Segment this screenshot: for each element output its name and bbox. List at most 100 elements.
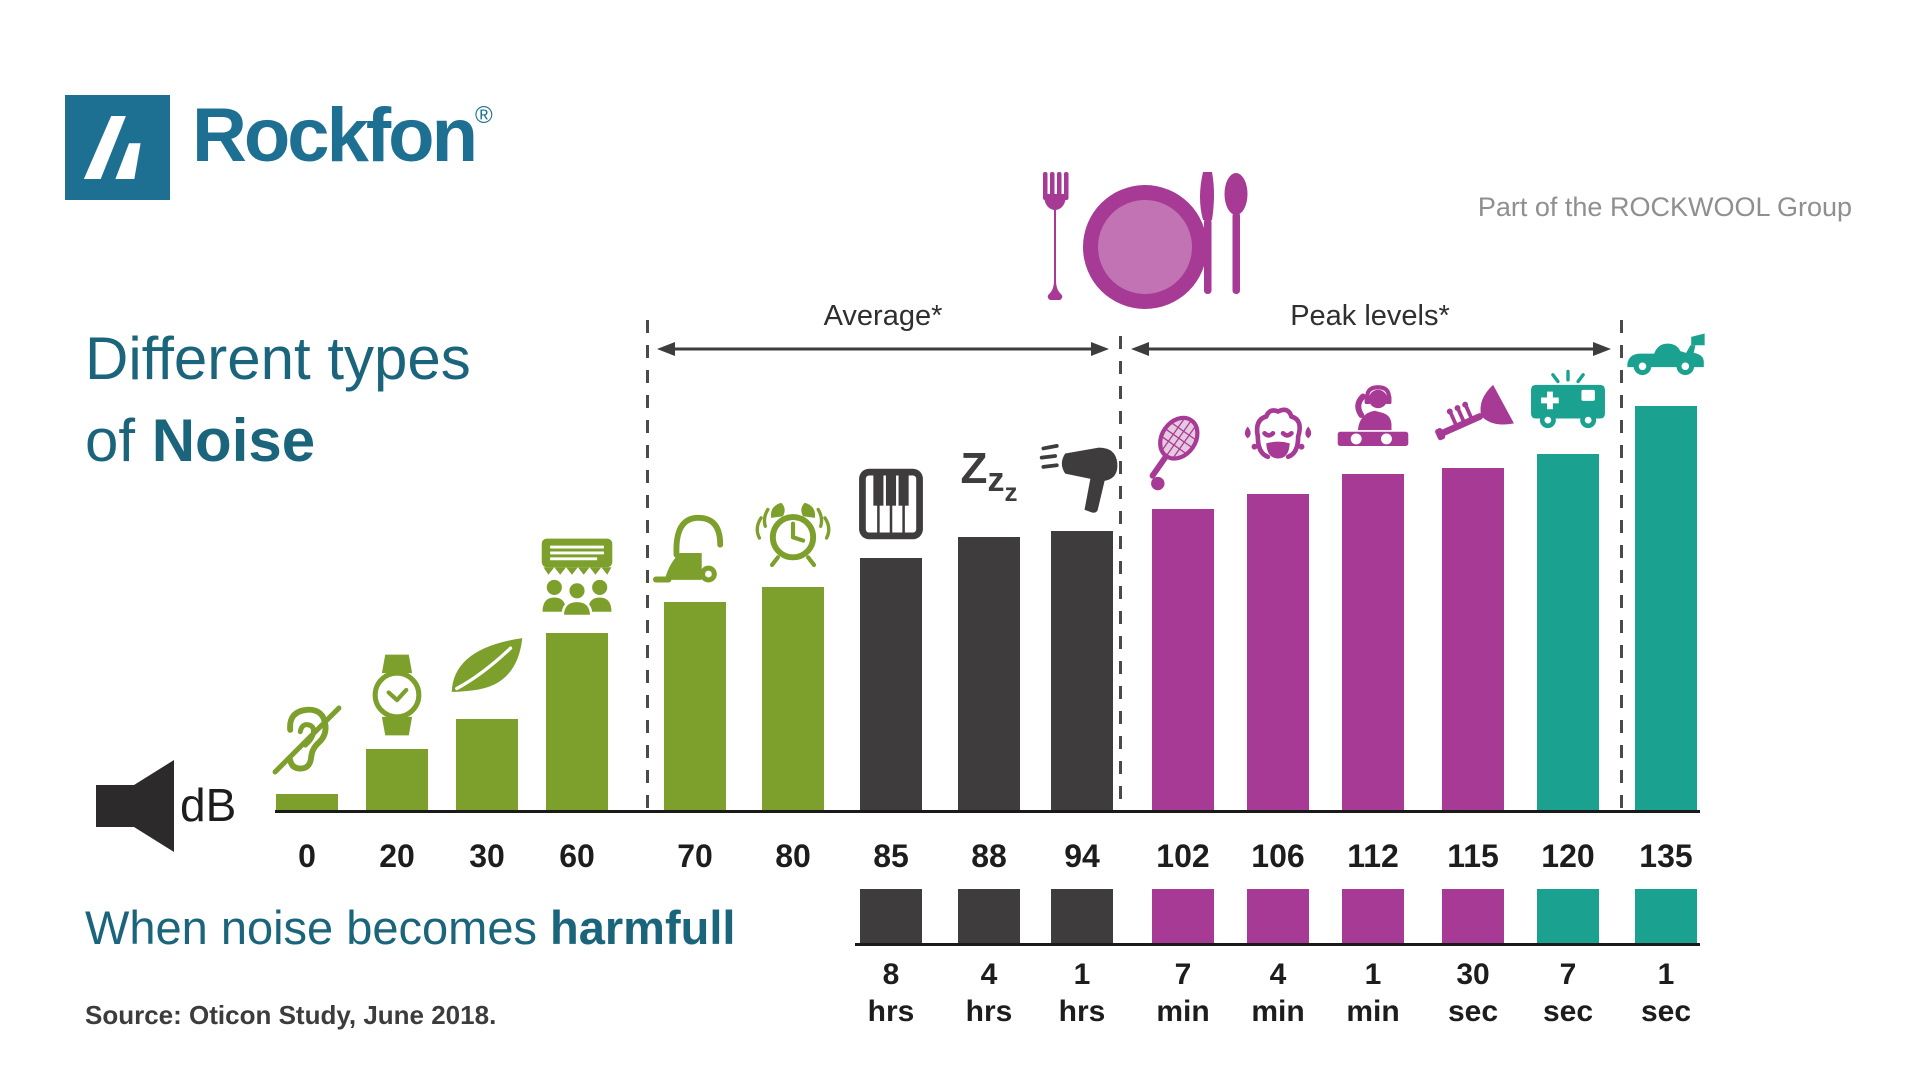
zzz-glyphs: Z z z	[943, 441, 1035, 525]
divider-average-start	[646, 320, 649, 812]
trumpet-icon	[1427, 372, 1519, 456]
db-label-112: 112	[1347, 838, 1399, 874]
zzz-letter: z	[1004, 477, 1018, 507]
piano-keys-icon	[845, 462, 937, 546]
tennis-racket-icon	[1137, 413, 1229, 497]
zzz-letter: Z	[960, 444, 988, 493]
bar-20-db	[366, 749, 428, 810]
ambulance-icon	[1522, 358, 1614, 442]
time-bar-115-db	[1442, 889, 1504, 943]
time-value: 1	[1657, 958, 1675, 991]
time-unit: hrs	[965, 995, 1013, 1028]
time-value: 7	[1559, 958, 1577, 991]
db-axis-line	[275, 810, 1700, 813]
crying-baby-icon	[1232, 398, 1324, 482]
db-label-135: 135	[1639, 838, 1693, 874]
subtitle-regular: When noise becomes	[85, 901, 551, 954]
time-unit: sec	[1447, 995, 1499, 1028]
bar-94-db	[1051, 531, 1113, 810]
time-label-112-db: 1 min	[1325, 956, 1421, 1030]
time-value: 4	[980, 958, 998, 991]
brand-wordmark: Rockfon®	[192, 92, 493, 179]
db-label-106: 106	[1251, 838, 1305, 874]
zzz-letter: z	[987, 461, 1005, 499]
time-value: 1	[1364, 958, 1382, 991]
time-unit: sec	[1542, 995, 1594, 1028]
db-label-88: 88	[971, 838, 1007, 874]
time-label-135-db: 1 sec	[1618, 956, 1714, 1030]
db-label-102: 102	[1156, 838, 1210, 874]
db-label-120: 120	[1541, 838, 1595, 874]
time-bar-112-db	[1342, 889, 1404, 943]
average-region-label: Average*	[823, 300, 943, 332]
time-unit: hrs	[867, 995, 915, 1028]
title-line2-bold: Noise	[151, 407, 316, 474]
time-bar-88-db	[958, 889, 1020, 943]
bar-30-db	[456, 719, 518, 810]
time-bar-120-db	[1537, 889, 1599, 943]
brand-text: Rockfon	[192, 93, 478, 178]
time-value: 8	[882, 958, 900, 991]
db-label-20: 20	[379, 838, 415, 874]
bar-70-db	[664, 602, 726, 810]
time-bar-106-db	[1247, 889, 1309, 943]
dj-icon	[1327, 378, 1419, 462]
time-bar-94-db	[1051, 889, 1113, 943]
snoring-zzz-icon: Z z z	[943, 441, 1035, 525]
harmful-subtitle: When noise becomes harmfull	[85, 900, 735, 955]
source-note: Source: Oticon Study, June 2018.	[85, 1000, 497, 1030]
db-label-94: 94	[1064, 838, 1100, 874]
db-label-80: 80	[775, 838, 811, 874]
time-value: 30	[1456, 958, 1490, 991]
db-label-60: 60	[559, 838, 595, 874]
bar-85-db	[860, 558, 922, 810]
wrist-watch-icon	[351, 653, 443, 737]
bar-102-db	[1152, 509, 1214, 810]
bar-0-db	[276, 794, 338, 810]
plate-cutlery-icon	[1043, 172, 1248, 309]
time-bar-135-db	[1635, 889, 1697, 943]
time-unit: sec	[1640, 995, 1692, 1028]
time-label-94-db: 1 hrs	[1034, 956, 1130, 1030]
db-label-30: 30	[469, 838, 505, 874]
bar-115-db	[1442, 468, 1504, 810]
bar-135-db	[1635, 406, 1697, 810]
time-label-88-db: 4 hrs	[941, 956, 1037, 1030]
db-label-70: 70	[677, 838, 713, 874]
time-bar-102-db	[1152, 889, 1214, 943]
bar-60-db	[546, 633, 608, 810]
leaf-icon	[441, 623, 533, 707]
time-value: 7	[1174, 958, 1192, 991]
page-title: Different types of Noise	[85, 318, 471, 482]
time-bar-85-db	[860, 889, 922, 943]
time-axis-line	[855, 943, 1700, 946]
time-label-115-db: 30 sec	[1425, 956, 1521, 1030]
time-unit: min	[1251, 995, 1305, 1028]
time-label-85-db: 8 hrs	[843, 956, 939, 1030]
title-line1: Different types	[85, 325, 471, 392]
divider-extreme-start	[1620, 320, 1623, 812]
volcano-icon	[83, 116, 141, 179]
bar-88-db	[958, 537, 1020, 810]
registered-mark: ®	[475, 102, 493, 129]
speaker-icon	[96, 760, 174, 852]
time-unit: hrs	[1058, 995, 1106, 1028]
db-label-115: 115	[1447, 838, 1499, 874]
db-unit-label: dB	[180, 779, 237, 831]
time-value: 4	[1269, 958, 1287, 991]
divider-peak-start	[1119, 336, 1122, 812]
vacuum-cleaner-icon	[649, 506, 741, 590]
hair-dryer-icon	[1036, 435, 1128, 519]
time-label-106-db: 4 min	[1230, 956, 1326, 1030]
time-value: 1	[1073, 958, 1091, 991]
alarm-clock-icon	[747, 491, 839, 575]
bar-106-db	[1247, 494, 1309, 810]
meeting-presentation-icon	[531, 537, 623, 621]
time-unit: min	[1156, 995, 1210, 1028]
deaf-ear-icon	[261, 698, 353, 782]
average-range-arrow	[657, 342, 1109, 356]
time-unit: min	[1346, 995, 1400, 1028]
rockwool-tagline: Part of the ROCKWOOL Group	[1477, 192, 1852, 222]
